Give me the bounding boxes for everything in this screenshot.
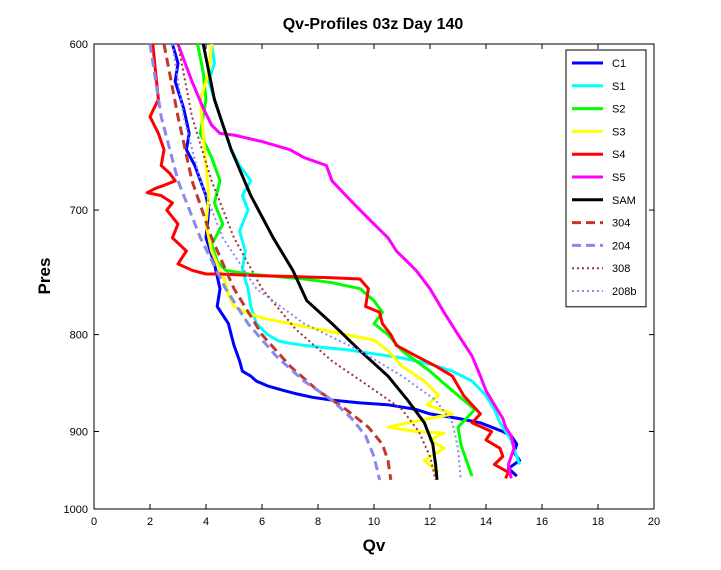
x-tick-label: 6 — [259, 516, 265, 528]
x-tick-label: 18 — [592, 516, 604, 528]
series-line-s4 — [145, 43, 510, 480]
series-layer — [145, 43, 522, 481]
legend-label-s1: S1 — [612, 81, 625, 93]
x-tick-label: 2 — [147, 516, 153, 528]
series-line-s1 — [207, 43, 522, 465]
x-tick-label: 16 — [536, 516, 548, 528]
x-tick-label: 20 — [648, 516, 660, 528]
chart-title: Qv-Profiles 03z Day 140 — [283, 16, 464, 33]
legend-label-s4: S4 — [612, 149, 625, 161]
legend: C1 S1 S2 S3 S4 S5 SAM 304 204 308 208b — [565, 49, 647, 308]
y-tick-label: 900 — [70, 427, 88, 439]
legend-label-304: 304 — [612, 218, 630, 230]
legend-label-308: 308 — [612, 263, 630, 275]
y-tick-label: 800 — [70, 330, 88, 342]
series-line-208b — [171, 43, 462, 480]
y-axis: 600 700 800 900 1000 — [64, 39, 654, 516]
series-line-sam — [201, 43, 439, 481]
legend-label-208b: 208b — [612, 286, 636, 298]
series-line-304 — [162, 43, 393, 481]
legend-label-s2: S2 — [612, 104, 625, 116]
legend-label-s5: S5 — [612, 172, 625, 184]
x-tick-label: 8 — [315, 516, 321, 528]
x-tick-label: 10 — [368, 516, 380, 528]
y-tick-label: 600 — [70, 39, 88, 51]
legend-label-s3: S3 — [612, 126, 625, 138]
y-axis-label: Pres — [35, 258, 54, 295]
series-line-s3 — [198, 43, 454, 474]
x-tick-label: 14 — [480, 516, 492, 528]
series-line-204 — [148, 43, 382, 481]
y-tick-label: 1000 — [64, 504, 88, 516]
y-tick-label: 700 — [70, 205, 88, 217]
x-tick-label: 0 — [91, 516, 97, 528]
x-tick-label: 12 — [424, 516, 436, 528]
x-tick-label: 4 — [203, 516, 209, 528]
x-axis-label: Qv — [363, 536, 386, 555]
legend-label-c1: C1 — [612, 58, 626, 70]
series-line-c1 — [170, 43, 522, 478]
series-line-s5 — [176, 43, 516, 479]
legend-label-sam: SAM — [612, 195, 636, 207]
legend-label-204: 204 — [612, 240, 630, 252]
